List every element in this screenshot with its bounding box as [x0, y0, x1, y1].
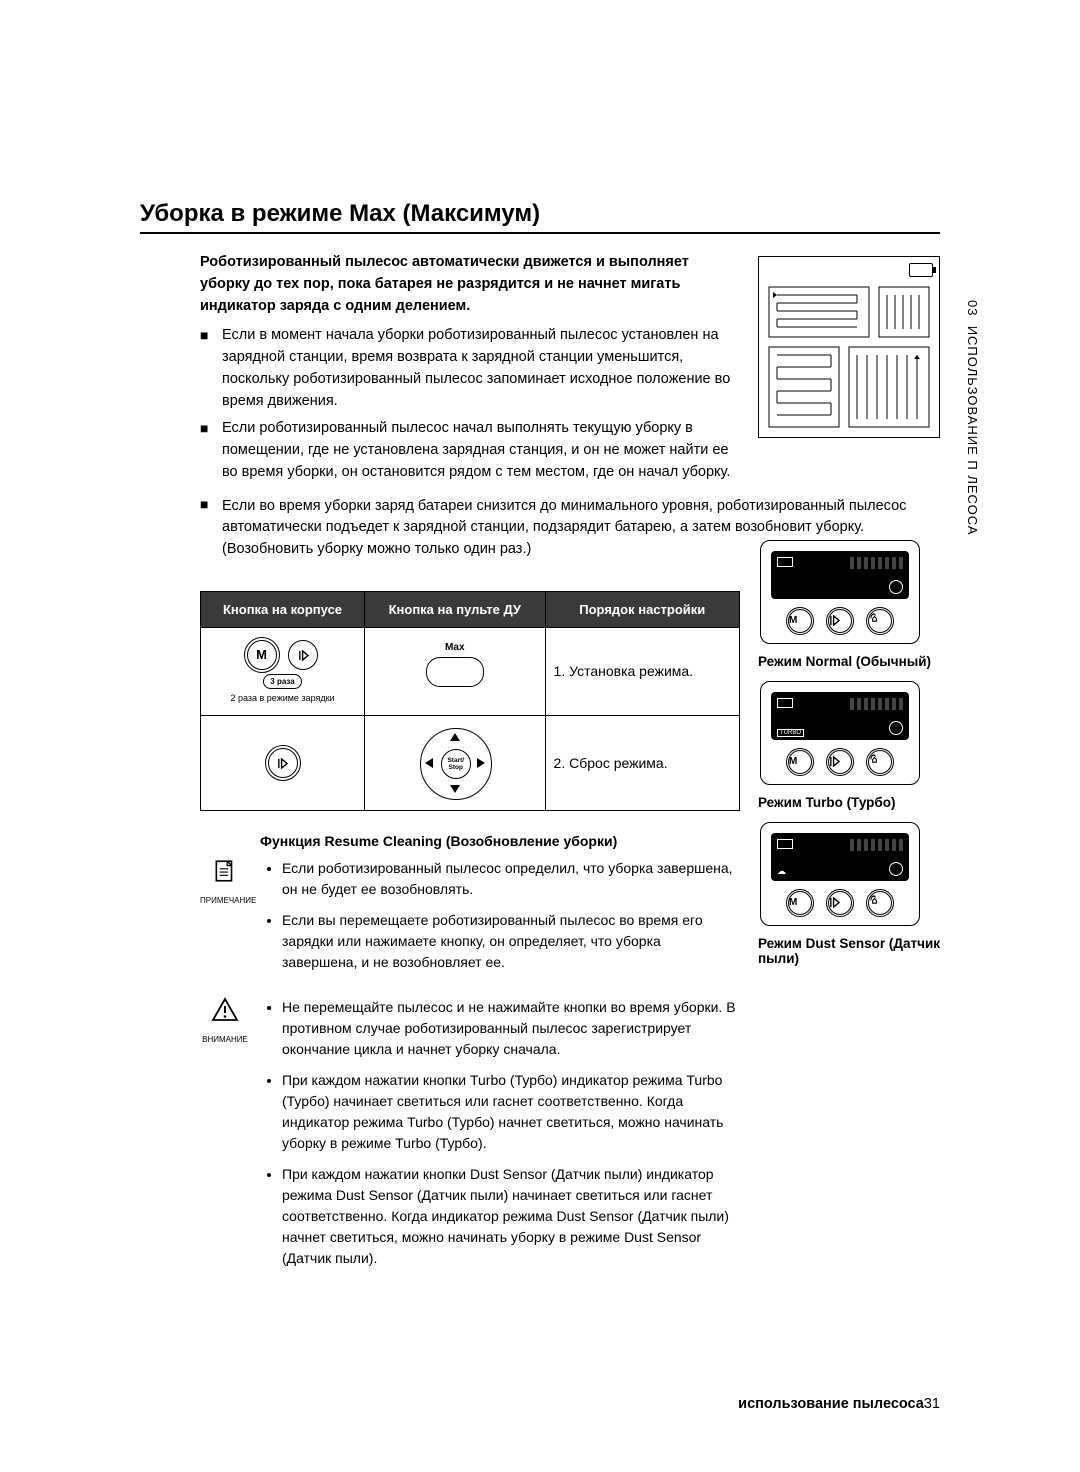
footer-page-number: 31: [924, 1396, 940, 1412]
dpad-icon: Start/Stop: [420, 728, 490, 798]
note-item-1: Если роботизированный пылесос определил,…: [282, 858, 740, 900]
mode-label-turbo: Режим Turbo (Турбо): [740, 795, 940, 810]
body-button-cell-2: [201, 715, 365, 810]
mode-label-dust: Режим Dust Sensor (Датчик пыли): [740, 936, 940, 966]
table-header-2: Кнопка на пульте ДУ: [365, 591, 546, 627]
note-tag: ПРИМЕЧАНИЕ: [200, 858, 250, 983]
home-button-icon: [868, 750, 892, 774]
page-footer: использование пылесоса31: [738, 1396, 940, 1412]
notes-area: Функция Resume Cleaning (Возобновление у…: [200, 831, 740, 1279]
body-subcaption: 2 раза в режиме зарядки: [209, 693, 356, 703]
bullet-marker: ■: [200, 418, 214, 483]
intro-bullet-2: Если роботизированный пылесос начал выпо…: [222, 418, 738, 483]
remote-button-cell-2: Start/Stop: [365, 715, 546, 810]
max-label: Max: [445, 642, 464, 653]
press-count-pill: 3 раза: [263, 674, 301, 689]
warning-icon: [200, 997, 250, 1032]
table-header-1: Кнопка на корпусе: [201, 591, 365, 627]
warning-tag-text: ВНИМАНИЕ: [200, 1034, 250, 1046]
intro-bullet-1: Если в момент начала уборки роботизирова…: [222, 325, 738, 412]
play-button-icon: [828, 891, 852, 915]
play-button-icon: [828, 609, 852, 633]
side-tab-text: ИСПОЛЬЗОВАНИЕ П ЛЕСОСА: [965, 326, 980, 536]
note-tag-text: ПРИМЕЧАНИЕ: [200, 895, 250, 907]
play-button-icon: [828, 750, 852, 774]
note-icon: [200, 858, 250, 893]
warn-item-1: Не перемещайте пылесос и не нажимайте кн…: [282, 997, 740, 1060]
display-panel-dust: ☁ M: [760, 822, 920, 926]
section-title: Уборка в режиме Max (Максимум): [140, 200, 940, 234]
home-button-icon: [868, 609, 892, 633]
m-button-icon: M: [788, 609, 812, 633]
dpad-center-label: Start/Stop: [441, 749, 471, 779]
bullet-marker: ■: [200, 496, 214, 561]
footer-text: использование пылесоса: [738, 1396, 924, 1412]
side-tab: 03 ИСПОЛЬЗОВАНИЕ П ЛЕСОСА: [965, 300, 980, 536]
turbo-tag: TURBO: [777, 729, 804, 737]
body-button-cell: M 3 раза 2 раза в режиме зарядки: [201, 627, 365, 715]
max-remote-button-icon: Max: [426, 657, 484, 687]
play-button-icon: [268, 748, 298, 778]
mode-display-column: M Режим Normal (Обычный) TURBO M Режим T…: [740, 540, 940, 978]
home-button-icon: [868, 891, 892, 915]
table-header-3: Порядок настройки: [545, 591, 739, 627]
setting-cell-2: 2. Сброс режима.: [545, 715, 739, 810]
play-button-icon: [288, 640, 318, 670]
cleaning-path-diagram: [758, 256, 940, 438]
m-button-icon: M: [788, 750, 812, 774]
m-button-icon: M: [788, 891, 812, 915]
setting-cell-1: 1. Установка режима.: [545, 627, 739, 715]
intro-block: Роботизированный пылесос автоматически д…: [200, 252, 940, 490]
display-panel-normal: M: [760, 540, 920, 644]
control-table: Кнопка на корпусе Кнопка на пульте ДУ По…: [200, 591, 740, 811]
bullet-marker: ■: [200, 325, 214, 412]
remote-button-cell: Max: [365, 627, 546, 715]
warn-item-3: При каждом нажатии кнопки Dust Sensor (Д…: [282, 1164, 740, 1269]
side-tab-num: 03: [965, 300, 980, 316]
display-panel-turbo: TURBO M: [760, 681, 920, 785]
warning-tag: ВНИМАНИЕ: [200, 997, 250, 1279]
note-item-2: Если вы перемещаете роботизированный пыл…: [282, 910, 740, 973]
mode-label-normal: Режим Normal (Обычный): [740, 654, 940, 669]
mode-button-icon: M: [247, 640, 277, 670]
intro-bold-text: Роботизированный пылесос автоматически д…: [200, 252, 738, 317]
notes-subhead: Функция Resume Cleaning (Возобновление у…: [260, 831, 740, 852]
warn-item-2: При каждом нажатии кнопки Turbo (Турбо) …: [282, 1070, 740, 1154]
